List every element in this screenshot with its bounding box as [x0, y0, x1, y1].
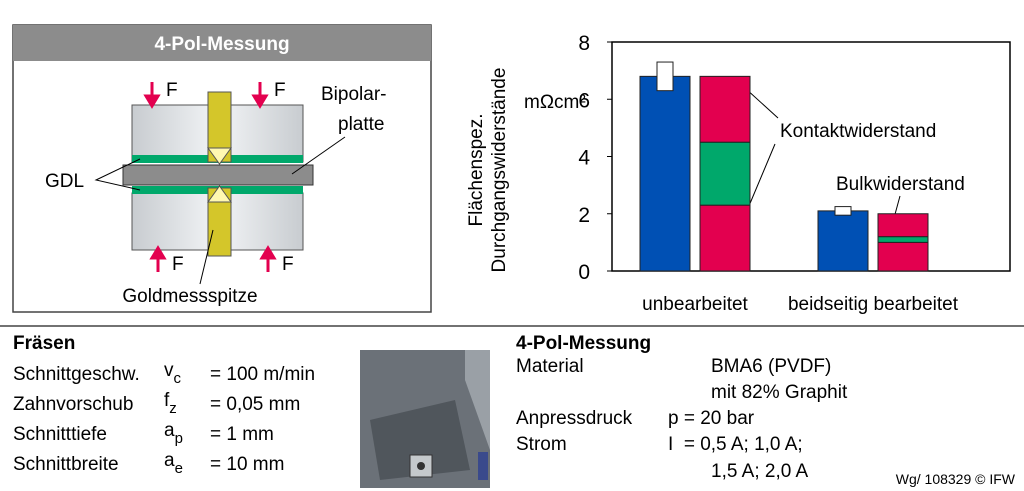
diagram-title: 4-Pol-Messung [154, 34, 289, 55]
param-label: Strom [516, 434, 567, 455]
annotation: Bulkwiderstand [836, 174, 965, 195]
bar [699, 75, 751, 143]
leader [291, 136, 346, 175]
x-tick-label: unbearbeitet [642, 294, 748, 315]
subscript: z [169, 400, 177, 417]
plate-label: Bipolar- [321, 84, 386, 105]
param-value: mit 82% Graphit [711, 382, 848, 403]
param-value: p = 20 bar [668, 408, 755, 429]
tool-image [360, 350, 490, 488]
force-label: F [274, 80, 286, 101]
bar [699, 204, 751, 272]
bar [699, 141, 751, 206]
param-label: Zahnvorschub [13, 394, 133, 415]
param-label: Schnittbreite [13, 454, 119, 475]
bar [877, 236, 929, 243]
y-tick-label: 2 [578, 204, 590, 227]
section-title: Fräsen [13, 333, 75, 354]
bar [877, 213, 929, 238]
param-label: Material [516, 356, 584, 377]
symbol: a [164, 420, 175, 441]
error-box [834, 206, 852, 216]
gdl-label: GDL [45, 171, 84, 192]
probe-label: Goldmessspitze [122, 286, 257, 307]
subscript: p [175, 430, 183, 447]
param-label: Anpressdruck [516, 408, 633, 429]
subscript: e [175, 460, 183, 477]
param-value: = 100 m/min [210, 364, 315, 385]
annotation: Kontaktwiderstand [780, 121, 936, 142]
error-box [656, 61, 674, 92]
subscript: c [174, 370, 182, 387]
leader [199, 229, 214, 285]
bar [639, 75, 691, 272]
param-value: BMA6 (PVDF) [711, 356, 831, 377]
param-label: Schnittgeschw. [13, 364, 140, 385]
x-tick-label: beidseitig bearbeitet [788, 294, 959, 315]
leader [94, 158, 141, 191]
param-label: Schnitttiefe [13, 424, 107, 445]
measurement-params: 4-Pol-Messung Material BMA6 (PVDF) mit 8… [516, 333, 1016, 487]
bipolar-plate [122, 164, 314, 186]
y-tick-label: 4 [578, 147, 590, 170]
y-unit: mΩcm² [524, 92, 586, 113]
force-label: F [282, 254, 294, 275]
footer: Wg/ 108329 © IFW [896, 471, 1016, 487]
param-value: = 10 mm [210, 454, 284, 475]
y-axis-label: Durchgangswiderstände [489, 68, 510, 273]
diagram-header [13, 25, 431, 61]
plate-label: platte [338, 114, 384, 135]
y-tick-label: 6 [578, 89, 590, 112]
force-arrows [143, 82, 277, 272]
param-value: = 0,05 mm [210, 394, 300, 415]
param-symbol: ap [164, 420, 183, 447]
y-tick-label: 0 [578, 261, 590, 284]
milling-params: Fräsen Schnittgeschw. vc = 100 m/min Zahnvo… [13, 333, 315, 477]
section-title: 4-Pol-Messung [516, 333, 651, 354]
symbol: v [164, 360, 174, 381]
param-value: 1,5 A; 2,0 A [711, 461, 809, 482]
param-symbol: ae [164, 450, 183, 477]
bar [817, 210, 869, 272]
y-axis-label: Flächenspez. [466, 113, 487, 226]
setup-diagram: 4-Pol-Messung F F F F Bipolar- platte GD… [12, 24, 432, 313]
chart: Flächenspez. Durchgangswiderstände mΩcm²… [466, 32, 1011, 315]
force-label: F [172, 254, 184, 275]
force-label: F [166, 80, 178, 101]
y-tick-label: 8 [578, 32, 590, 55]
param-symbol: fz [164, 390, 177, 417]
symbol: f [164, 390, 170, 411]
probe-tip [207, 185, 232, 203]
symbol: a [164, 450, 175, 471]
param-symbol: vc [164, 360, 182, 387]
probe-tip [207, 147, 232, 165]
param-value: I = 0,5 A; 1,0 A; [668, 434, 803, 455]
param-value: = 1 mm [210, 424, 274, 445]
bar [877, 241, 929, 272]
